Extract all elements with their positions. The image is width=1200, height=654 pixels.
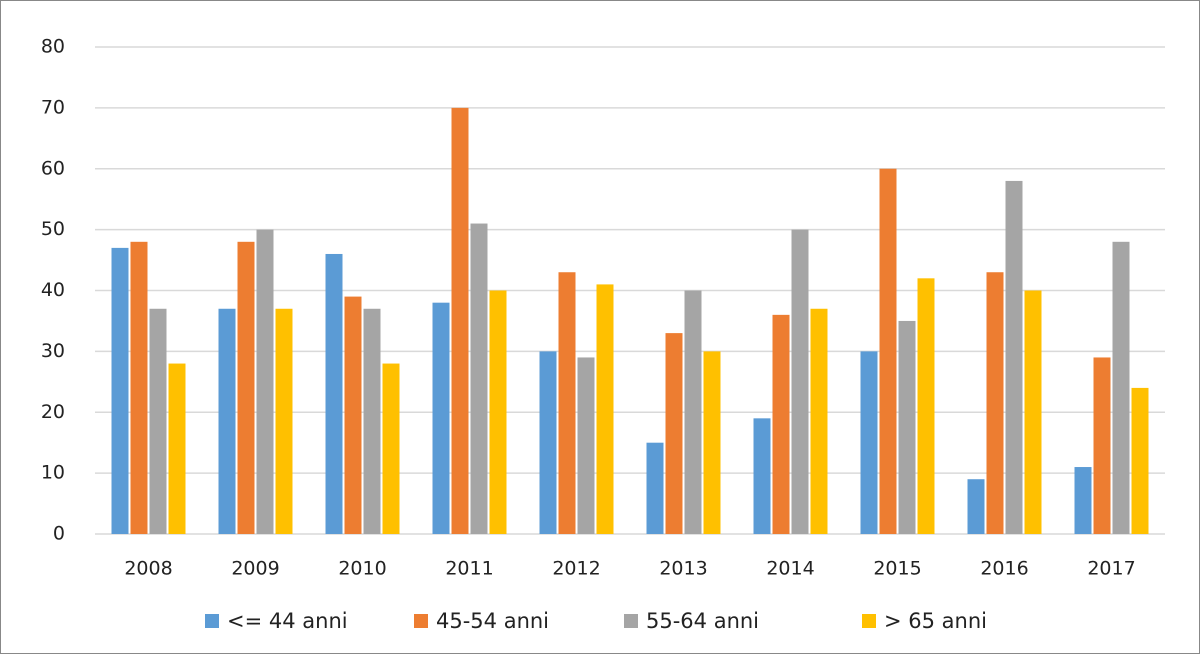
bar [967,479,985,534]
y-tick-label: 10 [41,462,65,484]
bar [1005,180,1023,535]
x-tick-label: 2012 [552,558,600,580]
legend-swatch [414,614,428,628]
bar [665,333,683,534]
bar [1093,357,1111,534]
bar [577,357,595,534]
bar [860,351,878,534]
bar [168,363,186,534]
bar [646,442,664,534]
bar [451,107,469,534]
bar [986,272,1004,534]
bar [432,302,450,534]
y-tick-label: 70 [41,96,65,118]
bar [470,223,488,534]
x-tick-label: 2010 [338,558,386,580]
legend-swatch [862,614,876,628]
bar [810,308,828,534]
bar [791,229,809,534]
x-tick-label: 2015 [873,558,921,580]
bar [149,308,167,534]
bar [382,363,400,534]
y-tick-label: 40 [41,279,65,301]
legend-swatch [624,614,638,628]
bar [684,290,702,534]
y-tick-label: 30 [41,340,65,362]
bar [363,308,381,534]
bar [1024,290,1042,534]
bar [898,320,916,534]
bar [703,351,721,534]
y-tick-label: 0 [53,523,65,545]
y-tick-label: 60 [41,157,65,179]
x-tick-label: 2014 [766,558,814,580]
bar [753,418,771,534]
legend-label: <= 44 anni [227,609,348,633]
x-tick-label: 2009 [231,558,279,580]
bar [218,308,236,534]
bar [772,314,790,534]
bar [256,229,274,534]
legend-label: > 65 anni [884,609,987,633]
bar [275,308,293,534]
x-tick-label: 2011 [445,558,493,580]
legend-swatch [205,614,219,628]
bar [879,168,897,534]
y-tick-label: 20 [41,401,65,423]
x-tick-label: 2008 [124,558,172,580]
x-tick-label: 2013 [659,558,707,580]
y-tick-label: 80 [41,36,65,58]
legend-label: 55-64 anni [646,609,759,633]
bar [539,351,557,534]
x-tick-label: 2017 [1087,558,1135,580]
bar [1112,241,1130,535]
legend-label: 45-54 anni [436,609,549,633]
bar [489,290,507,534]
bar [596,284,614,534]
bar [111,247,129,534]
bar [558,272,576,534]
bar [344,296,362,534]
bar [237,241,255,535]
bar [130,241,148,535]
bar [1131,387,1149,534]
bar [325,253,343,534]
y-tick-label: 50 [41,218,65,240]
x-tick-label: 2016 [980,558,1028,580]
bar [1074,467,1092,534]
bar [917,278,935,534]
